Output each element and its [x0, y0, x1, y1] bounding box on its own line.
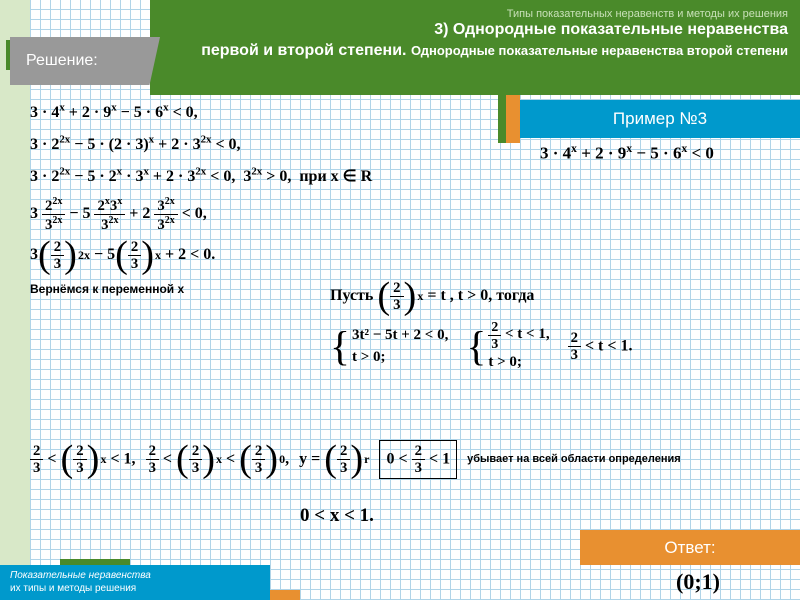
math-line-1: 3 · 4x + 2 · 9x − 5 · 6x < 0,: [30, 100, 510, 126]
footer-orange-accent: [270, 590, 300, 600]
solution-tab: Решение:: [10, 37, 160, 85]
math-line-3: 3 · 22x − 5 · 2x · 3x + 2 · 32x < 0, 32x…: [30, 164, 510, 190]
sys1b: t > 0;: [352, 346, 448, 369]
final-result: 0 < x < 1.: [300, 505, 374, 527]
answer-label: Ответ:: [664, 538, 715, 558]
math-line-5: 3(23)2x − 5(23)x + 2 < 0.: [30, 239, 510, 272]
left-accent-bar: [0, 0, 30, 600]
header-title-1: 3) Однородные показательные неравенства: [180, 20, 788, 41]
togda-text: = t , t > 0, тогда: [423, 287, 534, 304]
example-tab: Пример №3: [520, 100, 800, 138]
footer-green-stripe: [60, 559, 130, 565]
system-1: {3t² − 5t + 2 < 0,t > 0;: [330, 324, 448, 369]
math-line-2: 3 · 22x − 5 · (2 · 3)x + 2 · 32x < 0,: [30, 132, 510, 158]
example-label: Пример №3: [613, 109, 707, 129]
header-title-2b: Однородные показательные неравенства вто…: [411, 43, 788, 58]
system-2: {23 < t < 1,t > 0;: [466, 319, 549, 373]
solution-label: Решение:: [26, 52, 98, 70]
header-subtitle: Типы показательных неравенств и методы и…: [180, 8, 788, 20]
sys1a: 3t² − 5t + 2 < 0,: [352, 324, 448, 347]
footer-line-1: Показательные неравенства: [10, 569, 260, 582]
bottom-math-row: 23 < (23)x < 1, 23 < (23)x < (23)0, y = …: [30, 440, 780, 479]
pust-text: Пусть: [330, 287, 377, 304]
header-title-2a: первой и второй степени.: [201, 42, 411, 59]
systems-row: {3t² − 5t + 2 < 0,t > 0; {23 < t < 1,t >…: [330, 319, 780, 373]
decreasing-note: убывает на всей области определения: [467, 453, 681, 466]
mid-math-area: Пусть (23)x = t , t > 0, тогда {3t² − 5t…: [330, 280, 780, 379]
substitution-line: Пусть (23)x = t , t > 0, тогда: [330, 280, 780, 313]
answer-tab: Ответ:: [580, 530, 800, 565]
math-line-4: 3 22x32x − 5 2x3x32x + 2 32x32x < 0,: [30, 196, 510, 233]
final-t-range: 23 < t < 1.: [568, 330, 633, 363]
footer-panel: Показательные неравенства их типы и мето…: [0, 565, 270, 600]
header-panel: Типы показательных неравенств и методы и…: [150, 0, 800, 95]
answer-value: (0;1): [676, 569, 720, 595]
math-solution-area: 3 · 4x + 2 · 9x − 5 · 6x < 0, 3 · 22x − …: [30, 100, 510, 304]
example-formula: 3 · 4x + 2 · 9x − 5 · 6x < 0: [540, 142, 770, 164]
footer-line-2: их типы и методы решения: [10, 582, 260, 595]
